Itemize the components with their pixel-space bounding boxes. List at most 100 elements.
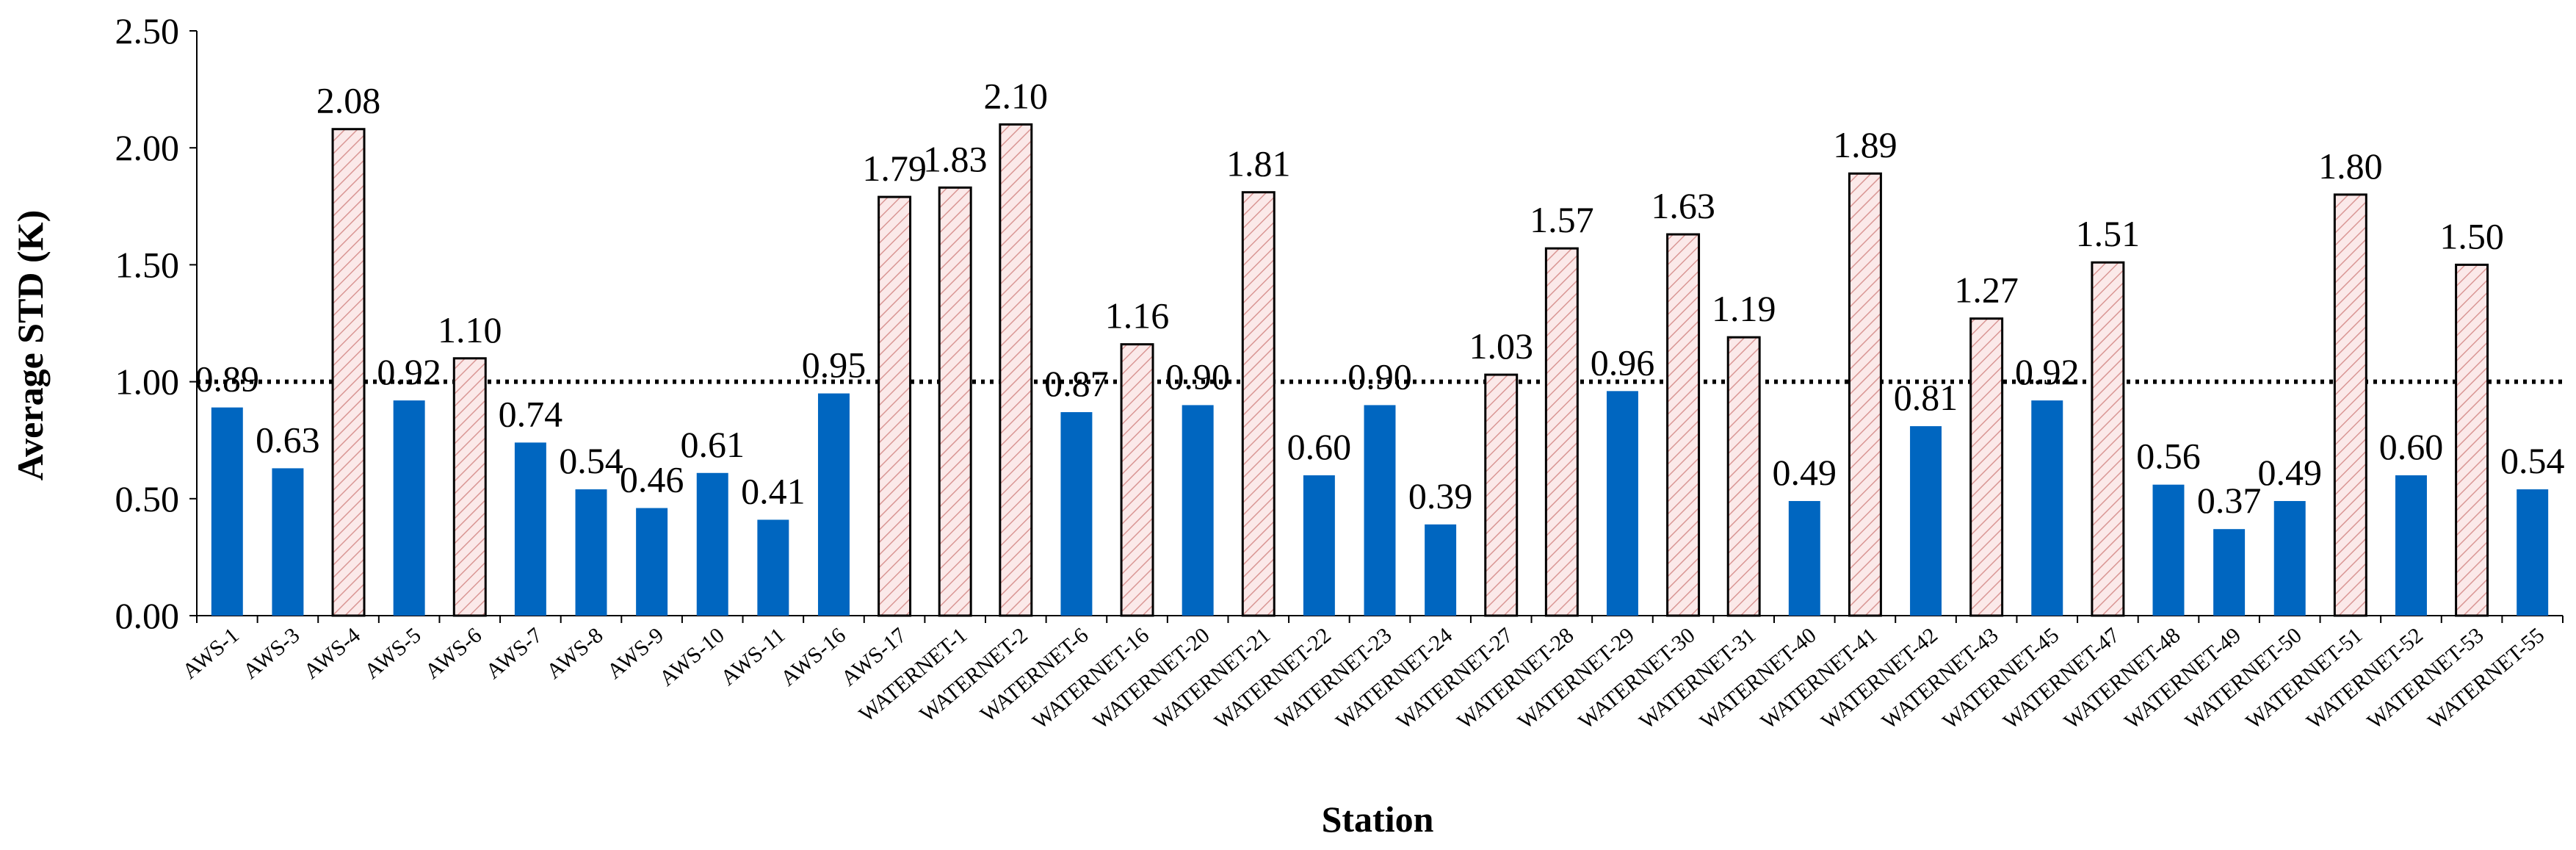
- data-label-waternet-43: 1.27: [1954, 270, 2019, 311]
- bar-aws-9: [636, 508, 668, 616]
- bar-waternet-2: [999, 123, 1033, 617]
- y-tick-label: 0.50: [115, 478, 180, 519]
- x-tick-label-aws-10: AWS-10: [655, 623, 729, 691]
- bar-waternet-48: [2152, 484, 2185, 616]
- x-tick-label-aws-7: AWS-7: [481, 623, 547, 684]
- bar-waternet-20: [1182, 405, 1214, 616]
- data-label-waternet-48: 0.56: [2136, 436, 2201, 477]
- data-label-aws-4: 2.08: [316, 80, 381, 121]
- x-axis-title: Station: [1322, 799, 1434, 840]
- bar-waternet-27: [1484, 373, 1519, 617]
- data-label-aws-17: 1.79: [862, 148, 927, 189]
- bars-layer: [211, 123, 2549, 617]
- data-label-aws-6: 1.10: [438, 309, 502, 350]
- bar-aws-11: [757, 519, 789, 616]
- bar-waternet-42: [1910, 426, 1942, 616]
- data-label-waternet-55: 0.54: [2500, 440, 2565, 481]
- bar-waternet-55: [2517, 489, 2549, 616]
- bar-waternet-31: [1726, 336, 1761, 617]
- x-tick-labels-layer: AWS-1AWS-3AWS-4AWS-5AWS-6AWS-7AWS-8AWS-9…: [178, 623, 2549, 734]
- bar-waternet-52: [2395, 475, 2427, 616]
- data-label-waternet-53: 1.50: [2439, 215, 2504, 256]
- bar-aws-7: [514, 442, 546, 616]
- y-tick-label: 2.00: [115, 127, 180, 168]
- y-tick-label: 0.00: [115, 595, 180, 636]
- data-label-waternet-51: 1.80: [2318, 145, 2383, 187]
- x-tick-label-aws-4: AWS-4: [299, 623, 365, 684]
- data-label-waternet-49: 0.37: [2197, 480, 2262, 521]
- bar-waternet-40: [1788, 500, 1820, 616]
- bar-aws-8: [575, 489, 607, 616]
- y-tick-label: 1.50: [115, 244, 180, 285]
- data-label-aws-8: 0.54: [559, 440, 623, 481]
- bar-waternet-21: [1241, 191, 1276, 617]
- data-label-waternet-24: 0.39: [1408, 475, 1473, 516]
- data-label-aws-1: 0.89: [195, 359, 260, 400]
- bar-waternet-1: [938, 186, 972, 617]
- data-label-waternet-40: 0.49: [1773, 452, 1837, 493]
- data-label-waternet-27: 1.03: [1469, 325, 1533, 367]
- data-label-waternet-45: 0.92: [2015, 351, 2080, 392]
- data-label-waternet-30: 1.63: [1651, 185, 1715, 226]
- data-labels-layer: 0.890.632.080.921.100.740.540.460.610.41…: [195, 75, 2565, 521]
- data-label-waternet-21: 1.81: [1226, 143, 1291, 184]
- bar-waternet-6: [1060, 411, 1093, 616]
- data-label-waternet-29: 0.96: [1591, 342, 1655, 383]
- data-label-waternet-31: 1.19: [1712, 288, 1776, 329]
- data-label-aws-5: 0.92: [377, 351, 441, 392]
- y-tick-label: 2.50: [115, 10, 180, 51]
- data-label-waternet-16: 1.16: [1105, 295, 1170, 336]
- bar-waternet-22: [1303, 475, 1335, 616]
- x-tick-label-aws-3: AWS-3: [239, 623, 305, 684]
- bar-waternet-24: [1425, 524, 1457, 616]
- bar-aws-4: [331, 128, 366, 617]
- bar-waternet-53: [2455, 263, 2489, 617]
- data-label-aws-7: 0.74: [499, 393, 563, 434]
- data-label-waternet-42: 0.81: [1894, 377, 1958, 418]
- bar-aws-10: [696, 472, 728, 616]
- data-label-waternet-6: 0.87: [1044, 363, 1109, 404]
- bar-aws-6: [452, 357, 487, 617]
- bar-aws-1: [211, 407, 243, 616]
- data-label-waternet-50: 0.49: [2257, 452, 2322, 493]
- bar-waternet-49: [2213, 529, 2246, 616]
- bar-waternet-47: [2091, 261, 2125, 617]
- data-label-waternet-1: 1.83: [923, 138, 988, 179]
- data-label-aws-9: 0.46: [620, 459, 684, 500]
- x-tick-label-aws-16: AWS-16: [776, 623, 850, 691]
- data-label-waternet-41: 1.89: [1833, 124, 1897, 165]
- bar-waternet-28: [1544, 247, 1579, 617]
- x-tick-label-aws-8: AWS-8: [542, 623, 608, 684]
- bar-aws-16: [817, 393, 850, 616]
- x-tick-label-aws-1: AWS-1: [178, 623, 244, 684]
- data-label-aws-11: 0.41: [741, 470, 806, 511]
- bar-waternet-16: [1120, 343, 1154, 617]
- data-label-waternet-28: 1.57: [1530, 199, 1594, 240]
- x-tick-label-aws-5: AWS-5: [360, 623, 426, 684]
- bar-waternet-45: [2031, 400, 2063, 616]
- bar-waternet-43: [1969, 317, 2004, 617]
- bar-waternet-51: [2333, 193, 2367, 617]
- bar-aws-5: [393, 400, 425, 616]
- y-tick-label: 1.00: [115, 361, 180, 403]
- bar-aws-17: [878, 195, 912, 617]
- data-label-waternet-22: 0.60: [1287, 426, 1352, 467]
- bar-waternet-50: [2273, 500, 2306, 616]
- data-label-waternet-20: 0.90: [1165, 356, 1230, 397]
- y-axis-title: Average STD (K): [10, 210, 51, 480]
- bar-waternet-41: [1848, 172, 1882, 617]
- bar-waternet-30: [1666, 233, 1701, 617]
- data-label-aws-3: 0.63: [256, 419, 320, 460]
- bar-waternet-29: [1606, 391, 1638, 616]
- x-tick-label-aws-6: AWS-6: [421, 623, 487, 684]
- data-label-waternet-47: 1.51: [2076, 213, 2141, 254]
- data-label-aws-10: 0.61: [680, 424, 745, 465]
- x-tick-label-aws-11: AWS-11: [716, 623, 789, 691]
- data-label-aws-16: 0.95: [802, 345, 866, 386]
- bar-waternet-23: [1364, 405, 1396, 616]
- data-label-waternet-52: 0.60: [2379, 426, 2444, 467]
- data-label-waternet-23: 0.90: [1347, 356, 1412, 397]
- bar-aws-3: [272, 468, 304, 616]
- data-label-waternet-2: 2.10: [984, 75, 1049, 116]
